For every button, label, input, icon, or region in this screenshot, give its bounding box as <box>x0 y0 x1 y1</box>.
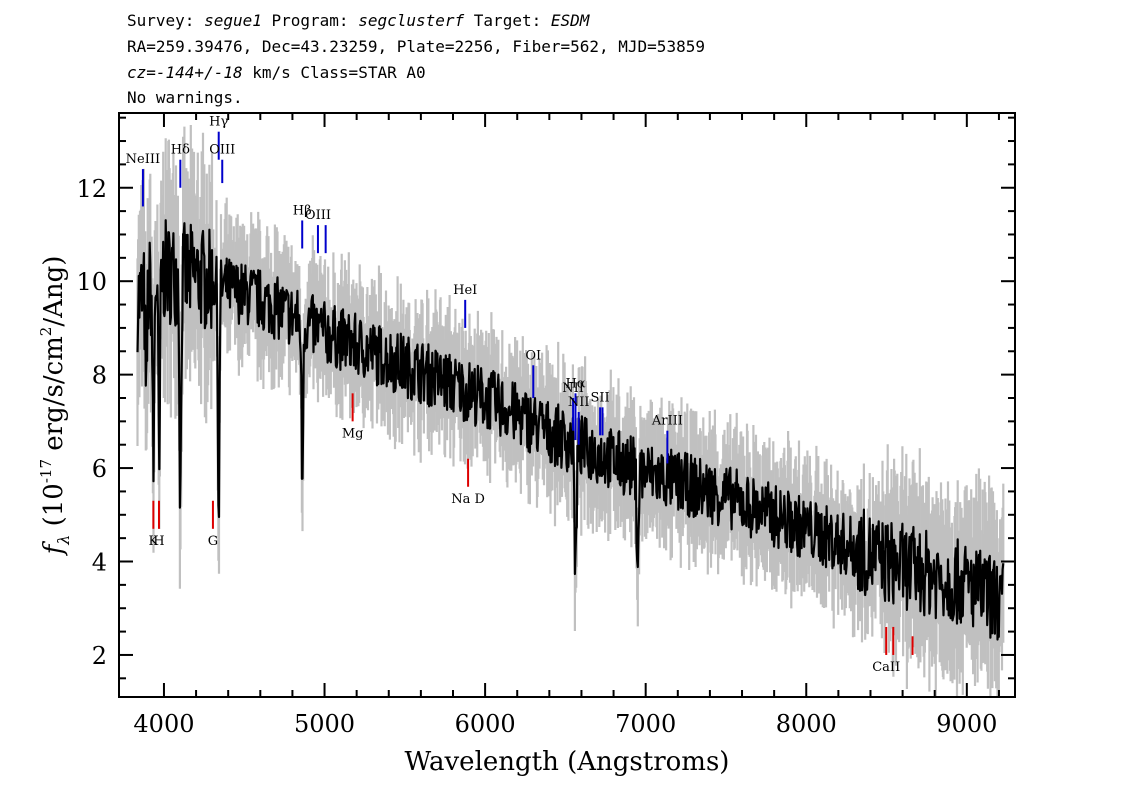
line-label: Hδ <box>171 143 190 158</box>
x-tick-label: 6000 <box>455 710 516 738</box>
axis-ticks: 4000 5000 6000 7000 8000 9000 2 4 6 8 10 12 <box>76 113 1015 738</box>
flux-series-line <box>136 219 1005 641</box>
x-tick-label: 5000 <box>294 710 355 738</box>
line-label: OIII <box>305 208 331 223</box>
x-tick-label: 4000 <box>133 710 194 738</box>
line-label: NII <box>568 395 590 410</box>
line-label: Mg <box>342 426 364 441</box>
survey-value: segue1 <box>204 11 262 30</box>
line-label: SII <box>590 390 609 405</box>
header-line-4: No warnings. <box>127 88 243 107</box>
line-label: H <box>153 534 164 549</box>
line-label: OI <box>525 348 541 363</box>
y-axis-title: fλ (10-17 erg/s/cm2/Ang) <box>37 256 73 557</box>
x-axis-title: Wavelength (Angstroms) <box>405 747 730 777</box>
line-label: NII <box>562 381 584 396</box>
line-label: Hγ <box>209 115 228 130</box>
y-tick-label: 10 <box>76 268 107 296</box>
line-label: Hβ <box>293 203 312 218</box>
x-tick-label: 9000 <box>936 710 997 738</box>
program-value: segclusterf <box>358 11 465 30</box>
header-line-3: cz=-144+/-18 km/s Class=STAR A0 <box>127 63 426 82</box>
header-line-2: RA=259.39476, Dec=43.23259, Plate=2256, … <box>127 37 705 56</box>
target-value: ESDM <box>550 11 590 30</box>
flux-error-band <box>136 125 1005 697</box>
header-line-1: Survey: segue1 Program: segclusterf Targ… <box>127 11 590 30</box>
y-tick-label: 4 <box>92 549 107 577</box>
y-tick-label: 6 <box>92 455 107 483</box>
cz-value: cz=-144+/-18 <box>127 63 243 82</box>
x-tick-label: 8000 <box>776 710 837 738</box>
y-tick-label: 2 <box>92 642 107 670</box>
line-label: Hα <box>565 376 585 391</box>
line-label: G <box>208 534 218 549</box>
y-tick-label: 12 <box>76 175 107 203</box>
line-label: K <box>149 534 159 549</box>
y-tick-label: 8 <box>92 362 107 390</box>
line-label: NeIII <box>126 152 160 167</box>
line-label: HeI <box>453 283 477 298</box>
line-label: Na D <box>451 492 485 507</box>
plot-frame <box>118 112 1016 698</box>
line-label: OIII <box>209 143 235 158</box>
line-label: CaII <box>872 660 900 675</box>
x-tick-label: 7000 <box>615 710 676 738</box>
line-label: ArIII <box>651 414 683 429</box>
